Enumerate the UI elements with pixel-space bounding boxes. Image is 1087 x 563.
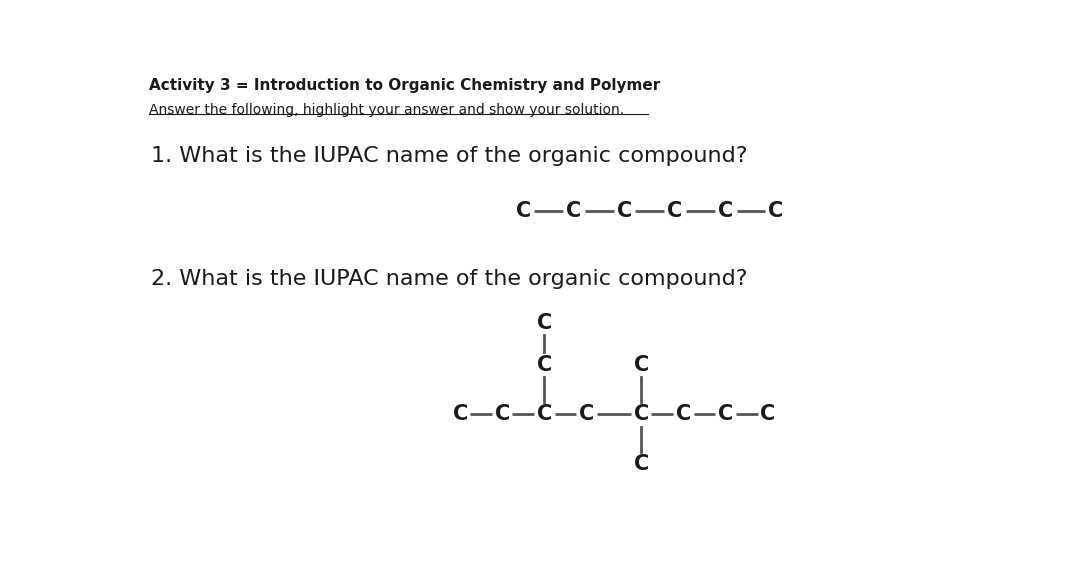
Text: C: C (452, 404, 467, 425)
Text: C: C (515, 200, 532, 221)
Text: C: C (537, 404, 552, 425)
Text: C: C (769, 200, 784, 221)
Text: C: C (616, 200, 633, 221)
Text: C: C (537, 355, 552, 374)
Text: C: C (634, 454, 649, 474)
Text: C: C (717, 404, 734, 425)
Text: C: C (634, 355, 649, 374)
Text: Answer the following, highlight your answer and show your solution.: Answer the following, highlight your ans… (149, 103, 624, 117)
Text: 1. What is the IUPAC name of the organic compound?: 1. What is the IUPAC name of the organic… (151, 146, 748, 166)
Text: C: C (537, 314, 552, 333)
Text: C: C (676, 404, 691, 425)
Text: C: C (760, 404, 775, 425)
Text: C: C (566, 200, 582, 221)
Text: C: C (495, 404, 510, 425)
Text: Activity 3 = Introduction to Organic Chemistry and Polymer: Activity 3 = Introduction to Organic Che… (149, 78, 660, 93)
Text: C: C (667, 200, 683, 221)
Text: C: C (634, 404, 649, 425)
Text: C: C (717, 200, 734, 221)
Text: C: C (579, 404, 595, 425)
Text: 2. What is the IUPAC name of the organic compound?: 2. What is the IUPAC name of the organic… (151, 269, 748, 289)
